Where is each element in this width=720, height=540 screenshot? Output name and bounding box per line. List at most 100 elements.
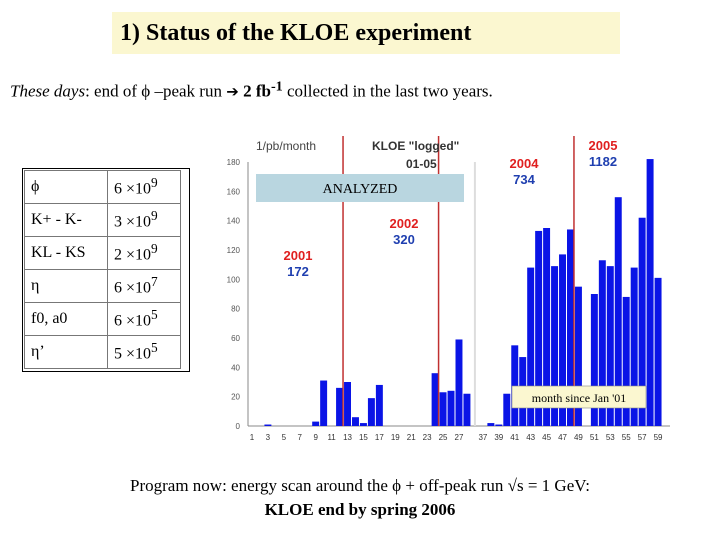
data-bar: [439, 392, 447, 426]
data-bar: [312, 421, 320, 426]
analyzed-label: ANALYZED: [323, 182, 398, 197]
yield-mantissa: 6 ×10: [114, 180, 152, 198]
data-bar: [375, 384, 383, 426]
data-bar: [511, 345, 519, 426]
data-bar: [463, 393, 471, 426]
data-bar: [495, 424, 503, 426]
data-bar: [264, 424, 272, 426]
x-tick-label: 55: [622, 433, 631, 442]
year-annotation-2004: 2004: [510, 156, 540, 171]
data-bar: [606, 266, 614, 426]
subtitle-luminosity: 2 fb: [238, 81, 271, 101]
data-bar: [630, 267, 638, 426]
phi-symbol: ϕ: [141, 81, 151, 101]
data-bar: [344, 382, 351, 426]
y-tick-label: 80: [231, 305, 240, 314]
x-tick-label: 43: [526, 433, 535, 442]
data-bar: [559, 254, 566, 426]
yield-mantissa: 6 ×10: [114, 312, 152, 330]
data-bar: [527, 267, 535, 426]
data-bar: [646, 159, 654, 427]
data-bar: [543, 228, 551, 426]
x-tick-label: 41: [510, 433, 519, 442]
x-tick-label: 11: [327, 433, 336, 442]
data-bar: [431, 373, 439, 426]
footer-text-b: + off-peak run: [401, 476, 508, 495]
data-bar: [598, 260, 606, 426]
x-tick-label: 13: [343, 433, 352, 442]
footer-text-a: Program now: energy scan around the: [130, 476, 393, 495]
yield-row: η’ 5 ×105: [24, 335, 181, 369]
chart-title: KLOE "logged": [372, 139, 459, 153]
x-tick-label: 53: [606, 433, 615, 442]
yield-cell: 5 ×105: [107, 335, 181, 369]
yield-cell: 2 ×109: [107, 236, 181, 270]
x-tick-label: 51: [590, 433, 599, 442]
particle-cell: f0, a0: [24, 302, 108, 336]
data-bar: [455, 339, 463, 426]
year-annotation-2005: 2005: [589, 138, 618, 153]
data-bar: [359, 423, 367, 426]
data-bar: [638, 217, 646, 426]
yield-row: K+ - K- 3 ×109: [24, 203, 181, 237]
yield-cell: 6 ×109: [107, 170, 181, 204]
data-bar: [487, 423, 495, 426]
yield-exponent: 9: [151, 208, 158, 224]
data-bar: [367, 398, 375, 426]
x-tick-label: 27: [455, 433, 464, 442]
data-bar: [622, 296, 630, 426]
subtitle-text-b: –peak run: [150, 81, 227, 101]
y-tick-label: 140: [227, 217, 241, 226]
data-bar: [320, 380, 328, 426]
yield-exponent: 5: [151, 307, 158, 323]
y-tick-label: 40: [231, 363, 240, 372]
x-tick-label: 5: [282, 433, 287, 442]
year-total-2005: 1182: [589, 154, 617, 169]
x-tick-label: 37: [478, 433, 487, 442]
yield-row: f0, a0 6 ×105: [24, 302, 181, 336]
particle-cell: η: [24, 269, 108, 303]
yield-exponent: 9: [151, 175, 158, 191]
data-bar: [336, 387, 344, 426]
subtitle-text-c: collected in the last two years.: [282, 81, 493, 101]
data-bar: [590, 294, 598, 426]
x-tick-label: 21: [407, 433, 416, 442]
year-total-2001: 172: [287, 264, 309, 279]
data-bar: [614, 197, 622, 426]
particle-cell: ϕ: [24, 170, 108, 204]
yield-exponent: 7: [151, 274, 158, 290]
arrow-icon: ➔: [226, 82, 239, 101]
page-title: 1) Status of the KLOE experiment: [120, 20, 472, 46]
data-bar: [535, 230, 543, 426]
xlabel-box: [511, 385, 647, 409]
x-tick-label: 59: [654, 433, 663, 442]
subtitle-italic: These days: [10, 81, 86, 101]
y-tick-label: 180: [227, 158, 241, 167]
particle-cell: KL - KS: [24, 236, 108, 270]
data-bar: [551, 266, 559, 426]
y-tick-label: 100: [227, 275, 241, 284]
yield-exponent: 9: [151, 241, 158, 257]
x-tick-label: 39: [494, 433, 503, 442]
x-tick-label: 45: [542, 433, 551, 442]
footer-phi: ϕ: [392, 476, 402, 495]
analyzed-box: [256, 174, 464, 202]
year-annotation-2001: 2001: [284, 248, 313, 263]
yield-cell: 6 ×105: [107, 302, 181, 336]
chart-subtitle: 01-05: [406, 157, 437, 171]
yield-row: KL - KS 2 ×109: [24, 236, 181, 270]
x-tick-label: 7: [298, 433, 303, 442]
particle-cell: K+ - K-: [24, 203, 108, 237]
yield-cell: 6 ×107: [107, 269, 181, 303]
y-tick-label: 0: [236, 422, 241, 431]
year-annotation-2002: 2002: [390, 216, 419, 231]
footer-sqrt-s: √s: [507, 476, 524, 495]
x-tick-label: 17: [375, 433, 384, 442]
year-total-2002: 320: [393, 232, 415, 247]
title-box: 1) Status of the KLOE experiment: [112, 12, 620, 54]
yield-exponent: 5: [151, 340, 158, 356]
y-axis-label: 1/pb/month: [256, 139, 316, 153]
